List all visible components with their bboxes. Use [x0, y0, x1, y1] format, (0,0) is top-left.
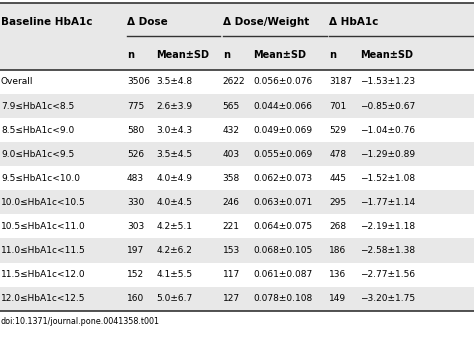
Text: 12.0≤HbA1c<12.5: 12.0≤HbA1c<12.5 — [1, 294, 85, 303]
Bar — [0, 166, 474, 190]
Bar — [0, 94, 474, 118]
Text: −0.85±0.67: −0.85±0.67 — [360, 101, 416, 111]
Text: 526: 526 — [127, 150, 144, 159]
Text: 432: 432 — [223, 126, 240, 135]
Bar — [0, 142, 474, 166]
Text: Overall: Overall — [1, 77, 34, 87]
Text: 0.044±0.066: 0.044±0.066 — [254, 101, 312, 111]
Text: 4.0±4.9: 4.0±4.9 — [156, 174, 192, 183]
Text: 3.0±4.3: 3.0±4.3 — [156, 126, 192, 135]
Text: 529: 529 — [329, 126, 346, 135]
Text: Baseline HbA1c: Baseline HbA1c — [1, 17, 92, 27]
Text: 0.056±0.076: 0.056±0.076 — [254, 77, 313, 87]
Text: 358: 358 — [223, 174, 240, 183]
Text: −1.29±0.89: −1.29±0.89 — [360, 150, 415, 159]
Text: 3506: 3506 — [127, 77, 150, 87]
Text: 117: 117 — [223, 270, 240, 279]
Text: 136: 136 — [329, 270, 346, 279]
Text: n: n — [329, 50, 337, 60]
Text: Δ Dose: Δ Dose — [127, 17, 168, 27]
Text: −1.04±0.76: −1.04±0.76 — [360, 126, 415, 135]
Text: −2.19±1.18: −2.19±1.18 — [360, 222, 415, 231]
Bar — [0, 190, 474, 214]
Text: 580: 580 — [127, 126, 144, 135]
Text: 3.5±4.8: 3.5±4.8 — [156, 77, 192, 87]
Text: Mean±SD: Mean±SD — [254, 50, 307, 60]
Text: n: n — [223, 50, 230, 60]
Text: 303: 303 — [127, 222, 144, 231]
Text: −2.77±1.56: −2.77±1.56 — [360, 270, 415, 279]
Text: 8.5≤HbA1c<9.0: 8.5≤HbA1c<9.0 — [1, 126, 74, 135]
Text: −2.58±1.38: −2.58±1.38 — [360, 246, 415, 255]
Text: 197: 197 — [127, 246, 144, 255]
Text: 7.9≤HbA1c<8.5: 7.9≤HbA1c<8.5 — [1, 101, 74, 111]
Text: 0.063±0.071: 0.063±0.071 — [254, 198, 313, 207]
Text: 295: 295 — [329, 198, 346, 207]
Text: 160: 160 — [127, 294, 144, 303]
Text: 10.5≤HbA1c<11.0: 10.5≤HbA1c<11.0 — [1, 222, 86, 231]
Text: 2.6±3.9: 2.6±3.9 — [156, 101, 192, 111]
Text: Mean±SD: Mean±SD — [360, 50, 413, 60]
Text: 4.2±5.1: 4.2±5.1 — [156, 222, 192, 231]
Bar — [0, 118, 474, 142]
Text: 775: 775 — [127, 101, 144, 111]
Bar — [0, 287, 474, 311]
Text: 445: 445 — [329, 174, 346, 183]
Text: −1.77±1.14: −1.77±1.14 — [360, 198, 415, 207]
Text: −1.53±1.23: −1.53±1.23 — [360, 77, 415, 87]
Text: 221: 221 — [223, 222, 240, 231]
Text: 3.5±4.5: 3.5±4.5 — [156, 150, 192, 159]
Text: 186: 186 — [329, 246, 346, 255]
Text: 0.049±0.069: 0.049±0.069 — [254, 126, 313, 135]
Text: 565: 565 — [223, 101, 240, 111]
Text: 0.062±0.073: 0.062±0.073 — [254, 174, 313, 183]
Bar — [0, 70, 474, 94]
Bar — [0, 238, 474, 263]
Text: 0.068±0.105: 0.068±0.105 — [254, 246, 313, 255]
Text: 11.0≤HbA1c<11.5: 11.0≤HbA1c<11.5 — [1, 246, 86, 255]
Text: 246: 246 — [223, 198, 240, 207]
Text: 0.055±0.069: 0.055±0.069 — [254, 150, 313, 159]
Text: 0.064±0.075: 0.064±0.075 — [254, 222, 313, 231]
Text: 268: 268 — [329, 222, 346, 231]
Text: doi:10.1371/journal.pone.0041358.t001: doi:10.1371/journal.pone.0041358.t001 — [1, 317, 160, 327]
Text: 4.2±6.2: 4.2±6.2 — [156, 246, 192, 255]
Text: 403: 403 — [223, 150, 240, 159]
Text: Δ HbA1c: Δ HbA1c — [329, 17, 379, 27]
Text: Mean±SD: Mean±SD — [156, 50, 210, 60]
Text: −1.52±1.08: −1.52±1.08 — [360, 174, 415, 183]
Bar — [0, 263, 474, 287]
Text: 11.5≤HbA1c<12.0: 11.5≤HbA1c<12.0 — [1, 270, 86, 279]
Text: 149: 149 — [329, 294, 346, 303]
Text: Δ Dose/Weight: Δ Dose/Weight — [223, 17, 309, 27]
Text: 4.0±4.5: 4.0±4.5 — [156, 198, 192, 207]
Bar — [0, 40, 474, 70]
Text: n: n — [127, 50, 134, 60]
Text: 2622: 2622 — [223, 77, 246, 87]
Text: 152: 152 — [127, 270, 144, 279]
Text: 3187: 3187 — [329, 77, 353, 87]
Text: 0.061±0.087: 0.061±0.087 — [254, 270, 313, 279]
Text: 9.0≤HbA1c<9.5: 9.0≤HbA1c<9.5 — [1, 150, 74, 159]
Text: 127: 127 — [223, 294, 240, 303]
Text: −3.20±1.75: −3.20±1.75 — [360, 294, 415, 303]
Text: 0.078±0.108: 0.078±0.108 — [254, 294, 313, 303]
Text: 153: 153 — [223, 246, 240, 255]
Text: 478: 478 — [329, 150, 346, 159]
Text: 330: 330 — [127, 198, 144, 207]
Text: 5.0±6.7: 5.0±6.7 — [156, 294, 192, 303]
Text: 4.1±5.5: 4.1±5.5 — [156, 270, 192, 279]
Text: 701: 701 — [329, 101, 346, 111]
Bar — [0, 214, 474, 238]
Text: 9.5≤HbA1c<10.0: 9.5≤HbA1c<10.0 — [1, 174, 80, 183]
Text: 483: 483 — [127, 174, 144, 183]
Text: 10.0≤HbA1c<10.5: 10.0≤HbA1c<10.5 — [1, 198, 86, 207]
